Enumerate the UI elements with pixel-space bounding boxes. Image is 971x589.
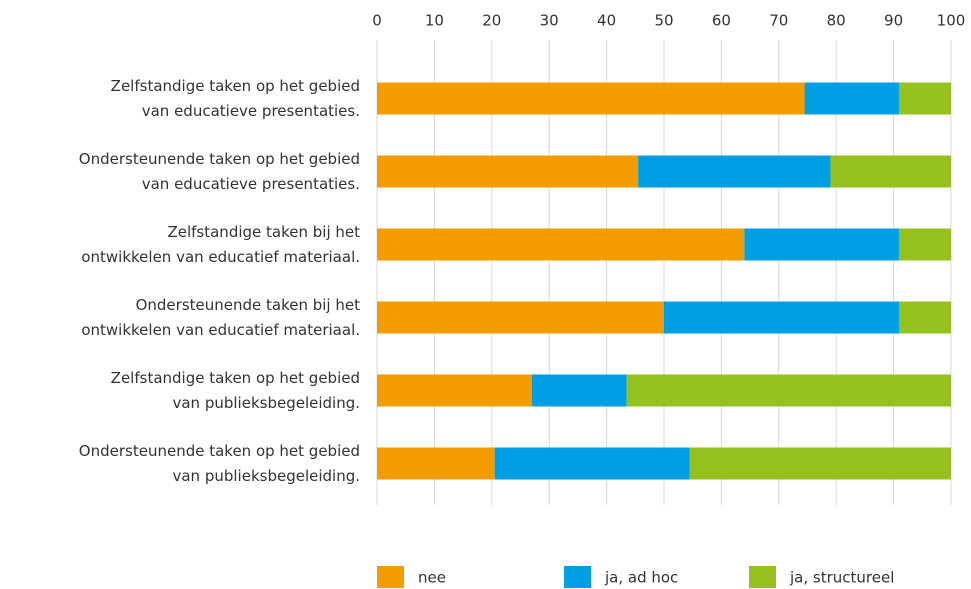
bar-segment	[899, 228, 951, 261]
category-label: van educatieve presentaties.	[142, 102, 360, 120]
x-tick-label: 90	[884, 12, 903, 30]
bar-segment	[744, 228, 900, 261]
bar-segment	[531, 374, 627, 407]
legend-swatch	[564, 566, 591, 588]
bar-segment	[830, 155, 951, 188]
category-label: Ondersteunende taken op het gebied	[79, 150, 360, 168]
legend-swatch	[749, 566, 776, 588]
legend-label: ja, ad hoc	[604, 569, 678, 587]
bar-segment	[664, 301, 900, 334]
bar-segment	[377, 447, 495, 480]
x-tick-label: 10	[425, 12, 444, 30]
x-tick-label: 60	[712, 12, 731, 30]
bar-segment	[626, 374, 951, 407]
bar-segment	[689, 447, 951, 480]
bar-segment	[899, 82, 951, 115]
x-tick-label: 80	[827, 12, 846, 30]
category-label: van publieksbegeleiding.	[172, 394, 360, 412]
bar-segment	[377, 155, 639, 188]
category-label: van publieksbegeleiding.	[172, 467, 360, 485]
x-tick-label: 100	[937, 12, 966, 30]
bar-segment	[804, 82, 900, 115]
category-label: Ondersteunende taken op het gebied	[79, 442, 360, 460]
legend-label: nee	[418, 569, 446, 587]
x-tick-label: 0	[372, 12, 382, 30]
category-label: Zelfstandige taken op het gebied	[111, 77, 360, 95]
x-tick-label: 20	[482, 12, 501, 30]
category-label: van educatieve presentaties.	[142, 175, 360, 193]
bar-segment	[377, 228, 745, 261]
category-label: Zelfstandige taken op het gebied	[111, 369, 360, 387]
bar-segment	[377, 374, 532, 407]
category-label: Ondersteunende taken bij het	[136, 296, 361, 314]
legend-swatch	[377, 566, 404, 588]
x-tick-label: 30	[540, 12, 559, 30]
category-label: ontwikkelen van educatief materiaal.	[81, 321, 360, 339]
x-tick-label: 70	[769, 12, 788, 30]
bar-segment	[377, 301, 664, 334]
category-label: Zelfstandige taken bij het	[167, 223, 360, 241]
x-tick-label: 50	[654, 12, 673, 30]
bar-segment	[638, 155, 831, 188]
legend-label: ja, structureel	[789, 569, 894, 587]
category-label: ontwikkelen van educatief materiaal.	[81, 248, 360, 266]
bar-segment	[899, 301, 951, 334]
bar-segment	[377, 82, 805, 115]
bar-segment	[494, 447, 690, 480]
x-tick-label: 40	[597, 12, 616, 30]
